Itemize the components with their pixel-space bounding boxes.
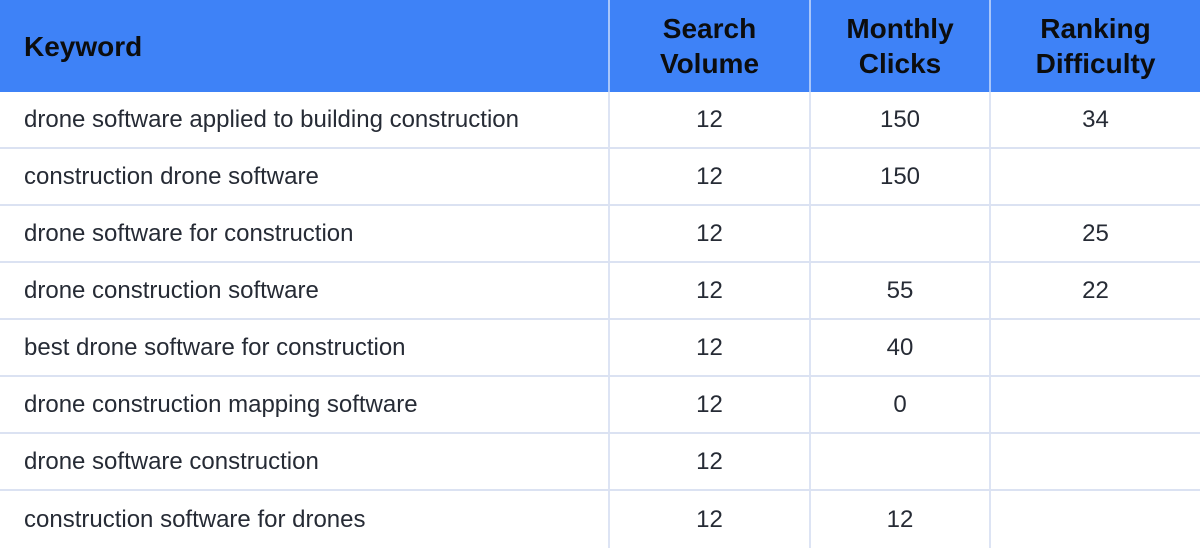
table-row: construction drone software 12 150 xyxy=(0,149,1200,206)
ranking-difficulty-cell xyxy=(989,149,1200,204)
search-volume-cell: 12 xyxy=(608,434,809,489)
keyword-cell: best drone software for construction xyxy=(24,333,406,361)
monthly-clicks-cell xyxy=(809,434,989,489)
ranking-difficulty-cell xyxy=(989,320,1200,375)
keyword-cell: drone software construction xyxy=(24,447,319,475)
search-volume-cell: 12 xyxy=(608,320,809,375)
monthly-clicks-cell: 12 xyxy=(809,491,989,548)
search-volume-cell: 12 xyxy=(608,377,809,432)
ranking-difficulty-cell xyxy=(989,491,1200,548)
keyword-cell: construction software for drones xyxy=(24,505,366,533)
column-header-ranking-difficulty: Ranking Difficulty xyxy=(989,0,1200,92)
monthly-clicks-cell: 0 xyxy=(809,377,989,432)
monthly-clicks-cell: 150 xyxy=(809,149,989,204)
keyword-cell: drone construction mapping software xyxy=(24,390,418,418)
table-row: drone software for construction 12 25 xyxy=(0,206,1200,263)
table-row: construction software for drones 12 12 xyxy=(0,491,1200,548)
keyword-cell: drone software applied to building const… xyxy=(24,105,519,133)
ranking-difficulty-cell: 34 xyxy=(989,92,1200,147)
search-volume-cell: 12 xyxy=(608,206,809,261)
table-row: best drone software for construction 12 … xyxy=(0,320,1200,377)
ranking-difficulty-cell xyxy=(989,434,1200,489)
monthly-clicks-cell: 55 xyxy=(809,263,989,318)
monthly-clicks-cell: 150 xyxy=(809,92,989,147)
search-volume-cell: 12 xyxy=(608,263,809,318)
monthly-clicks-cell: 40 xyxy=(809,320,989,375)
keyword-cell: drone construction software xyxy=(24,276,319,304)
column-header-search-volume: Search Volume xyxy=(608,0,809,92)
keyword-cell: construction drone software xyxy=(24,162,319,190)
column-header-monthly-clicks: Monthly Clicks xyxy=(809,0,989,92)
ranking-difficulty-cell: 25 xyxy=(989,206,1200,261)
ranking-difficulty-cell xyxy=(989,377,1200,432)
table-header-row: Keyword Search Volume Monthly Clicks Ran… xyxy=(0,0,1200,92)
monthly-clicks-cell xyxy=(809,206,989,261)
search-volume-cell: 12 xyxy=(608,92,809,147)
table-row: drone construction software 12 55 22 xyxy=(0,263,1200,320)
search-volume-cell: 12 xyxy=(608,491,809,548)
ranking-difficulty-cell: 22 xyxy=(989,263,1200,318)
table-row: drone software applied to building const… xyxy=(0,92,1200,149)
column-header-keyword: Keyword xyxy=(24,30,143,62)
search-volume-cell: 12 xyxy=(608,149,809,204)
table-row: drone construction mapping software 12 0 xyxy=(0,377,1200,434)
keyword-cell: drone software for construction xyxy=(24,219,354,247)
table-row: drone software construction 12 xyxy=(0,434,1200,491)
